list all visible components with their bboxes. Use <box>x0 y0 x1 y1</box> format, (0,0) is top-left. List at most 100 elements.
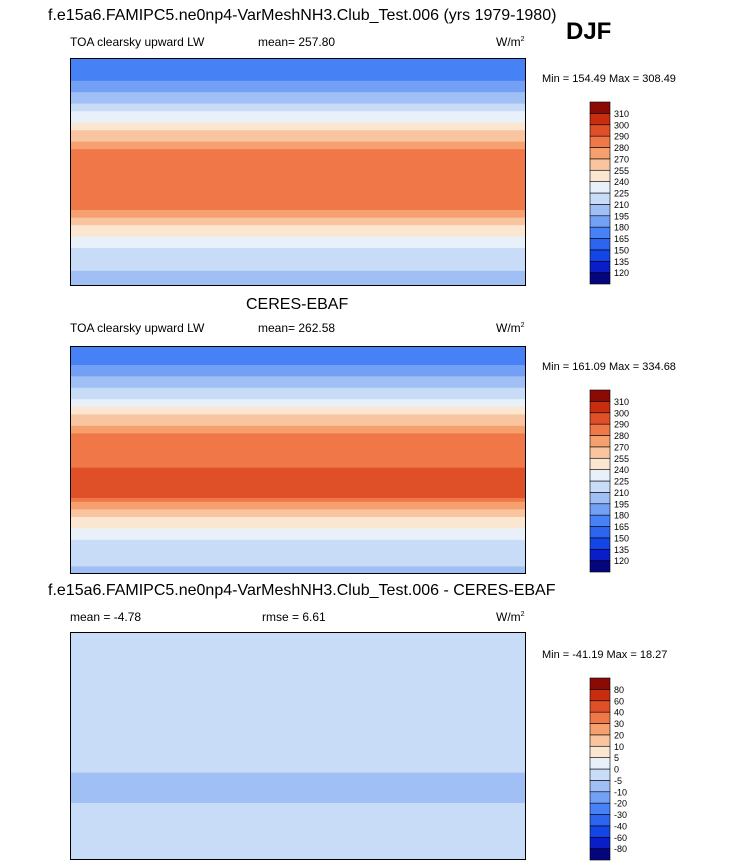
colorbar-tick-label: 210 <box>614 200 629 210</box>
panel-3-units: W/m2 <box>496 610 525 624</box>
map-band <box>70 179 526 184</box>
colorbar-tick-label: 0 <box>614 765 619 775</box>
map-band <box>70 229 526 234</box>
map-band <box>70 103 526 108</box>
map-band <box>70 528 526 533</box>
map-band <box>70 357 526 362</box>
colorbar-box <box>589 272 611 285</box>
map-band <box>70 267 526 272</box>
colorbar-box <box>589 768 611 781</box>
map-band <box>70 749 526 755</box>
map-band <box>70 806 526 812</box>
map-band <box>70 498 526 503</box>
map-band <box>70 206 526 211</box>
panel-1-minmax: Min = 154.49 Max = 308.49 <box>542 73 676 85</box>
map-band <box>70 149 526 154</box>
colorbar-tick-label: 80 <box>614 685 624 695</box>
map-band <box>70 372 526 377</box>
map-band <box>70 765 526 770</box>
panel-2-units: W/m2 <box>496 321 525 335</box>
colorbar-box <box>589 677 611 690</box>
map-band <box>70 429 526 434</box>
panel-2-mean-label: mean= 262.58 <box>258 321 336 335</box>
map-band <box>70 236 526 241</box>
map-band <box>70 225 526 230</box>
colorbar-tick-label: 310 <box>614 109 629 119</box>
map-band <box>70 784 526 789</box>
colorbar-box <box>589 780 611 793</box>
map-band <box>70 448 526 453</box>
colorbar-box <box>589 700 611 713</box>
colorbar-tick-label: 5 <box>614 753 619 763</box>
colorbar-tick-label: 180 <box>614 511 629 521</box>
map-band <box>70 505 526 510</box>
map-band <box>70 551 526 556</box>
map-band <box>70 191 526 196</box>
map-band <box>70 137 526 143</box>
map-band <box>70 632 526 637</box>
colorbar-tick-label: 300 <box>614 120 629 130</box>
colorbar-box <box>589 158 611 171</box>
colorbar-tick-label: 210 <box>614 488 629 498</box>
map-band <box>70 198 526 203</box>
colorbar-tick-label: -40 <box>614 821 627 831</box>
map-band <box>70 251 526 257</box>
map-band <box>70 353 526 358</box>
colorbar-box <box>589 135 611 148</box>
colorbar-box <box>589 181 611 194</box>
map-band <box>70 248 526 253</box>
map-band <box>70 651 526 656</box>
colorbar-box <box>589 389 611 402</box>
colorbar-box <box>589 757 611 770</box>
panel-3-title: f.e15a6.FAMIPC5.ne0np4-VarMeshNH3.Club_T… <box>48 582 556 599</box>
colorbar-box <box>589 457 611 470</box>
map-band <box>70 463 526 469</box>
map-band <box>70 77 526 82</box>
panel-3-mean-label: mean = -4.78 <box>70 610 142 624</box>
map-band <box>70 810 526 815</box>
colorbar-box <box>589 791 611 804</box>
map-band <box>70 570 526 574</box>
map-band <box>70 240 526 245</box>
map-band <box>70 547 526 552</box>
map-band <box>70 666 526 671</box>
map-band <box>70 494 526 499</box>
map-band <box>70 406 526 412</box>
map-band <box>70 282 526 286</box>
colorbar-box <box>589 469 611 482</box>
map-band <box>70 543 526 548</box>
map-band <box>70 145 526 150</box>
map-band <box>70 187 526 192</box>
map-band <box>70 202 526 207</box>
colorbar-tick-label: -5 <box>614 776 622 786</box>
map-band <box>70 444 526 450</box>
colorbar-box <box>589 113 611 126</box>
map-band <box>70 852 526 857</box>
colorbar-tick-label: 150 <box>614 245 629 255</box>
colorbar-tick-label: 165 <box>614 234 629 244</box>
map-band <box>70 780 526 785</box>
map-band <box>70 742 526 747</box>
colorbar-box <box>589 260 611 273</box>
map-band <box>70 524 526 529</box>
map-band <box>70 704 526 709</box>
map-band <box>70 376 526 381</box>
colorbar-box <box>589 526 611 539</box>
map-band <box>70 84 526 89</box>
map-band <box>70 118 526 124</box>
season-label: DJF <box>566 18 612 45</box>
map-band <box>70 111 526 116</box>
colorbar-tick-label: -30 <box>614 810 627 820</box>
map-band <box>70 460 526 465</box>
map-band <box>70 210 526 215</box>
colorbar-tick-label: 180 <box>614 223 629 233</box>
map-band <box>70 99 526 105</box>
map-band <box>70 274 526 279</box>
map-band <box>70 799 526 804</box>
map-band <box>70 822 526 827</box>
map-band <box>70 61 526 67</box>
map-band <box>70 486 526 491</box>
map-band <box>70 685 526 690</box>
